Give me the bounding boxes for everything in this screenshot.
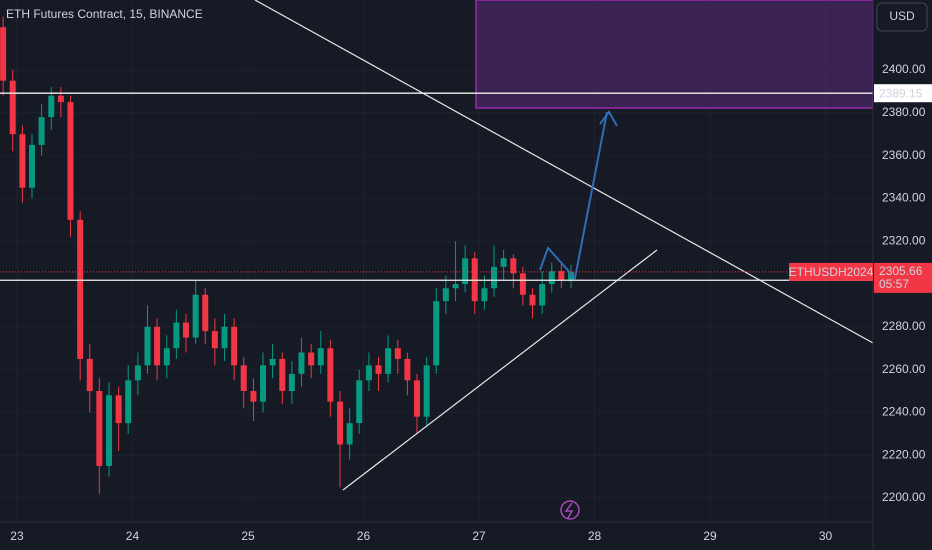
candle-body (568, 271, 575, 280)
candle-body (134, 365, 141, 381)
candle-body (240, 365, 247, 392)
candle-body (0, 27, 7, 81)
projection-path (539, 111, 608, 281)
candle-body (173, 322, 180, 349)
candle-body (385, 348, 392, 374)
candle-body (327, 348, 334, 402)
candle-body (28, 144, 35, 188)
y-tick-label: 2400.00 (882, 62, 926, 76)
currency-label[interactable]: USD (889, 9, 915, 23)
candle-body (442, 288, 449, 302)
y-tick-label: 2340.00 (882, 191, 926, 205)
candle-body (221, 326, 228, 349)
y-tick-label: 2200.00 (882, 490, 926, 504)
candle-body (144, 326, 151, 366)
time-axis (0, 522, 873, 550)
candle-body (394, 348, 401, 359)
candle-body (19, 134, 26, 188)
y-tick-label: 2360.00 (882, 148, 926, 162)
x-tick-label: 25 (241, 529, 255, 543)
candle-body (404, 358, 411, 381)
x-tick-label: 27 (472, 529, 486, 543)
chart-title: ETH Futures Contract, 15, BINANCE (6, 7, 203, 21)
x-tick-label: 24 (126, 529, 140, 543)
candle-body (481, 288, 488, 302)
candle-body (48, 95, 55, 118)
y-tick-label: 2220.00 (882, 447, 926, 461)
y-tick-label: 2280.00 (882, 319, 926, 333)
candle-body (163, 348, 170, 366)
candle-body (250, 391, 257, 402)
candle-body (269, 358, 276, 366)
candle-body (317, 348, 324, 366)
candle-body (510, 258, 517, 274)
target-zone (475, 0, 874, 109)
candle-body (356, 380, 363, 424)
candle-body (337, 401, 344, 445)
candle-body (500, 258, 507, 267)
candle-body (558, 271, 565, 280)
candle-body (57, 95, 64, 103)
candle-body (529, 294, 536, 306)
y-tick-label: 2240.00 (882, 405, 926, 419)
x-tick-label: 26 (357, 529, 371, 543)
candle-body (86, 358, 93, 392)
grid (0, 0, 873, 522)
candle-body (491, 266, 498, 289)
candle-body (9, 80, 16, 135)
candle-body (115, 395, 122, 424)
candle-body (548, 271, 555, 285)
y-tick-label: 2380.00 (882, 105, 926, 119)
events-icon[interactable] (560, 500, 580, 520)
candle-body (413, 380, 420, 417)
x-tick-label: 29 (703, 529, 717, 543)
candle-body (192, 294, 199, 338)
candle-body (202, 294, 209, 332)
countdown-label: 05:57 (879, 277, 909, 291)
candle-body (452, 284, 459, 289)
axes: 2200.00 2220.00 2240.00 2260.00 2280.00 2320.… (10, 62, 932, 543)
candle-body (106, 395, 113, 466)
candle-body (38, 117, 45, 145)
candle-body (462, 258, 469, 285)
candle-body (96, 391, 103, 466)
currency-button[interactable] (876, 2, 928, 32)
candle-body (423, 365, 430, 417)
candle-body (365, 365, 372, 381)
x-tick-label: 23 (10, 529, 24, 543)
x-tick-label: 28 (588, 529, 602, 543)
candle-body (260, 365, 267, 402)
candle-body (288, 373, 295, 392)
y-tick-label: 2260.00 (882, 362, 926, 376)
candle-body (77, 219, 84, 359)
level-label: 2389.15 (879, 86, 923, 100)
candle-body (346, 423, 353, 445)
y-tick-label: 2320.00 (882, 233, 926, 247)
level-label-box (874, 84, 932, 103)
candle-body (125, 380, 132, 424)
candle-body (182, 322, 189, 338)
symbol-label: ETHUSDH2024 (789, 265, 874, 279)
candle-body (519, 273, 526, 295)
candle-body (211, 331, 218, 349)
last-price-label: 2305.66 (879, 264, 923, 278)
candle-body (433, 301, 440, 366)
events-icon-bolt (564, 502, 574, 519)
trendline-down (254, 0, 874, 344)
trendline-up (342, 249, 658, 491)
candle-body (298, 352, 305, 374)
candle-body (279, 358, 286, 392)
candle-body (539, 284, 546, 306)
overlay (0, 92, 873, 281)
x-tick-label: 30 (819, 529, 833, 543)
candle-body (231, 326, 238, 366)
candle-body (375, 365, 382, 374)
projection-arrowhead (599, 110, 618, 127)
candle-body (154, 326, 161, 366)
symbol-label-box (789, 262, 873, 281)
candle-body (308, 352, 315, 366)
candle-body (67, 102, 74, 220)
last-price-box (874, 262, 932, 293)
